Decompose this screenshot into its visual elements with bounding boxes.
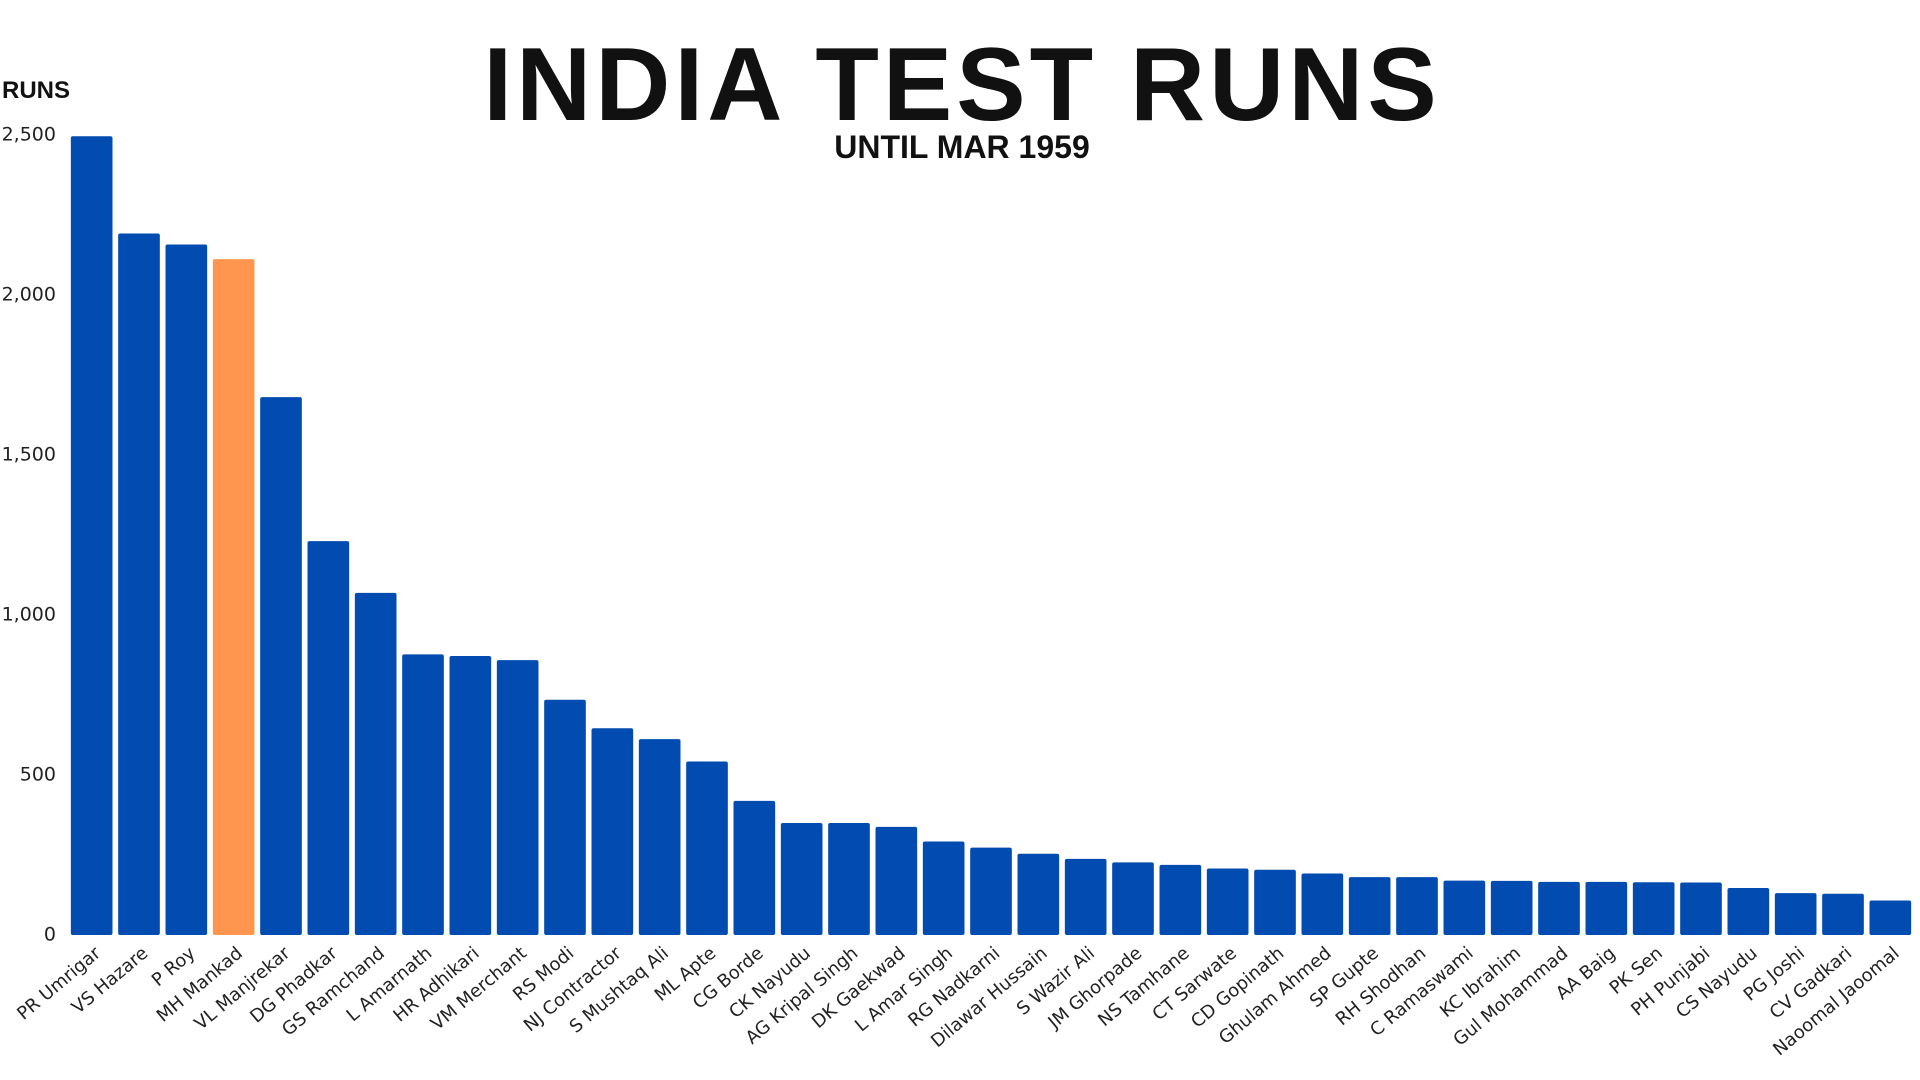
- bar: [1206, 868, 1249, 935]
- bar: [1017, 853, 1060, 935]
- bar: [1727, 887, 1770, 935]
- bar: [70, 136, 113, 935]
- bar: [1254, 869, 1296, 935]
- bar: [307, 541, 350, 935]
- bar: [875, 826, 918, 935]
- chart-title: INDIA TEST RUNS: [483, 27, 1441, 143]
- y-tick-label: 500: [20, 764, 56, 786]
- bar: [544, 699, 586, 935]
- bar: [1490, 880, 1533, 935]
- chart-subtitle: UNTIL MAR 1959: [834, 129, 1089, 165]
- bar: [970, 847, 1012, 935]
- bar: [780, 823, 823, 935]
- bar: [1869, 900, 1912, 935]
- bar: [1301, 873, 1344, 935]
- bar: [1632, 882, 1675, 935]
- bar: [1822, 893, 1864, 935]
- bar: [449, 655, 492, 935]
- bar: [591, 728, 634, 935]
- bar: [828, 823, 870, 935]
- bar: [1064, 858, 1107, 935]
- bar: [402, 654, 444, 935]
- y-tick-label: 2,500: [2, 124, 56, 146]
- bar: [1348, 877, 1391, 935]
- bar: [1680, 882, 1722, 935]
- bar: [1159, 864, 1202, 935]
- bar: [1774, 893, 1817, 935]
- bar: [212, 259, 255, 935]
- bar: [1443, 880, 1486, 935]
- bar: [118, 233, 160, 935]
- bar: [496, 660, 539, 935]
- y-axis-label: RUNS: [2, 77, 70, 104]
- bar: [1396, 877, 1438, 935]
- y-tick-label: 1,000: [2, 604, 56, 626]
- bar: [733, 800, 776, 935]
- bar: [686, 761, 728, 935]
- bar: [260, 397, 302, 936]
- bar: [165, 244, 208, 935]
- bar: [1112, 862, 1154, 935]
- y-tick-label: 2,000: [2, 284, 56, 306]
- bar: [638, 739, 681, 935]
- y-tick-label: 0: [44, 924, 56, 946]
- bar: [922, 841, 965, 935]
- y-tick-label: 1,500: [2, 444, 56, 466]
- bar: [354, 592, 397, 935]
- bar: [1585, 881, 1628, 935]
- bar: [1538, 881, 1580, 935]
